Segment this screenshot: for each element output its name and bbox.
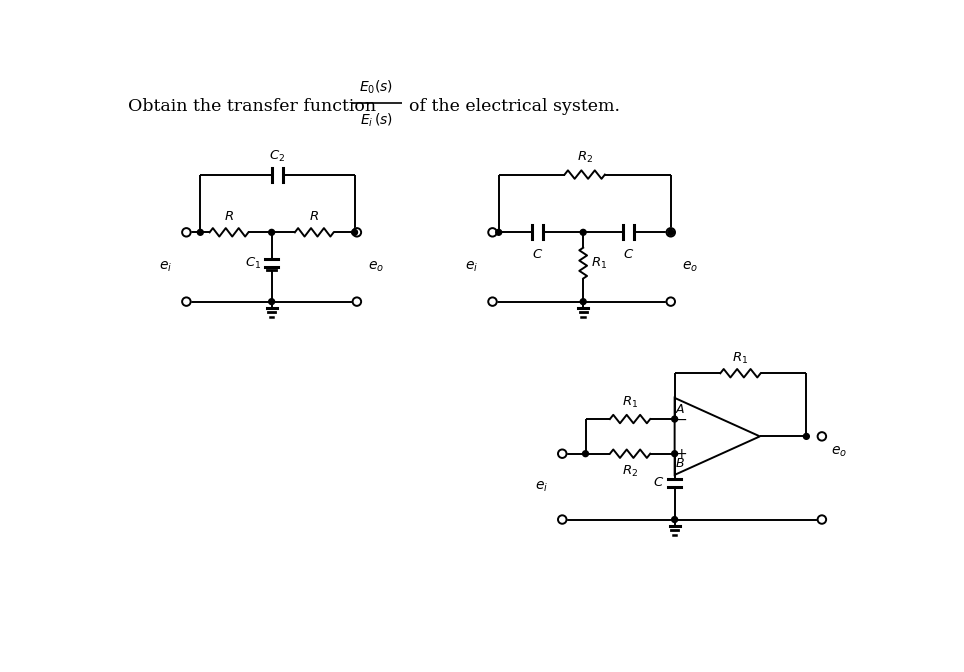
Circle shape (803, 433, 810, 439)
Text: $+$: $+$ (675, 447, 687, 461)
Text: $C_1$: $C_1$ (245, 255, 261, 271)
Text: $e_i$: $e_i$ (159, 260, 173, 274)
Text: $e_o$: $e_o$ (367, 260, 384, 274)
Text: $R_1$: $R_1$ (622, 394, 638, 410)
Circle shape (672, 416, 678, 422)
Text: $e_i$: $e_i$ (535, 479, 549, 494)
Circle shape (269, 298, 275, 304)
Text: $R_2$: $R_2$ (622, 464, 638, 479)
Text: $e_i$: $e_i$ (466, 260, 478, 274)
Circle shape (672, 517, 678, 522)
Text: $C$: $C$ (653, 476, 664, 489)
Circle shape (182, 298, 191, 306)
Text: $C_2$: $C_2$ (269, 149, 285, 164)
Text: $E_0(s)$: $E_0(s)$ (360, 79, 393, 96)
Circle shape (488, 298, 496, 306)
Circle shape (495, 229, 501, 235)
Text: of the electrical system.: of the electrical system. (409, 98, 620, 116)
Text: $R$: $R$ (309, 210, 319, 223)
Circle shape (580, 229, 586, 235)
Text: $R_1$: $R_1$ (733, 350, 749, 366)
Circle shape (666, 228, 675, 237)
Text: $e_o$: $e_o$ (682, 260, 698, 274)
Circle shape (352, 229, 358, 235)
Circle shape (666, 298, 675, 306)
Circle shape (558, 450, 567, 458)
Text: $C$: $C$ (532, 248, 543, 261)
Text: $B$: $B$ (676, 457, 685, 470)
Text: $e_o$: $e_o$ (831, 445, 847, 459)
Text: $R$: $R$ (224, 210, 234, 223)
Circle shape (817, 515, 826, 523)
Circle shape (353, 228, 362, 237)
Text: Obtain the transfer function: Obtain the transfer function (128, 98, 376, 116)
Circle shape (182, 228, 191, 237)
Text: $R_2$: $R_2$ (576, 151, 593, 165)
Circle shape (269, 229, 275, 235)
Circle shape (580, 298, 586, 304)
Text: $A$: $A$ (676, 403, 685, 416)
Circle shape (488, 228, 496, 237)
Text: $R_1$: $R_1$ (591, 255, 607, 271)
Circle shape (198, 229, 203, 235)
Circle shape (582, 451, 588, 457)
Text: $C$: $C$ (623, 248, 633, 261)
Circle shape (668, 229, 674, 235)
Text: $-$: $-$ (675, 412, 687, 426)
Circle shape (558, 515, 567, 523)
Circle shape (353, 298, 362, 306)
Text: $E_i\,(s)$: $E_i\,(s)$ (360, 112, 392, 129)
Circle shape (672, 451, 678, 457)
Circle shape (817, 432, 826, 441)
